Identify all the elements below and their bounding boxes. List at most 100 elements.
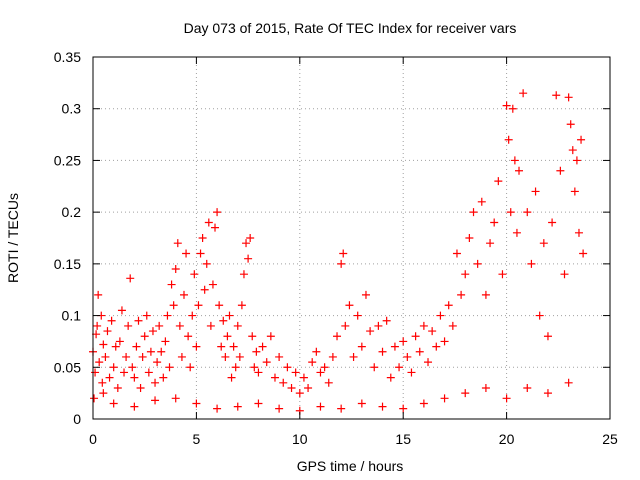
y-axis-label: ROTI / TECUs (5, 193, 21, 283)
data-point (279, 378, 288, 387)
data-point (179, 290, 188, 299)
data-point (169, 301, 178, 310)
data-point (254, 368, 263, 377)
data-point (324, 378, 333, 387)
y-tick-label: 0.35 (54, 49, 81, 65)
data-point (95, 358, 104, 367)
data-point (99, 389, 108, 398)
data-point (444, 301, 453, 310)
data-point (101, 352, 110, 361)
data-point (244, 254, 253, 263)
x-tick-label: 15 (395, 431, 411, 447)
data-point (378, 402, 387, 411)
data-point (568, 146, 577, 155)
data-point (113, 383, 122, 392)
data-point (337, 259, 346, 268)
data-point (188, 311, 197, 320)
x-tick-label: 5 (193, 431, 201, 447)
data-point (111, 342, 120, 351)
data-point (502, 394, 511, 403)
data-point (98, 378, 107, 387)
data-point (94, 290, 103, 299)
data-point (105, 373, 114, 382)
data-point (552, 91, 561, 100)
data-point (270, 373, 279, 382)
data-point (564, 93, 573, 102)
data-point (291, 368, 300, 377)
data-point (361, 290, 370, 299)
data-point (574, 228, 583, 237)
data-point (498, 270, 507, 279)
data-point (223, 332, 232, 341)
data-point (250, 363, 259, 372)
data-point (175, 321, 184, 330)
y-tick-label: 0.25 (54, 152, 81, 168)
data-point (163, 311, 172, 320)
axis-ticks: 0 5 10 15 20 25 0 0.05 0.1 0.15 0.2 0.25 0.3 0.35 (54, 49, 618, 447)
data-point (153, 358, 162, 367)
data-point (184, 332, 193, 341)
data-point (167, 280, 176, 289)
data-point (481, 383, 490, 392)
data-point (419, 321, 428, 330)
data-point (275, 404, 284, 413)
data-point (262, 358, 271, 367)
x-tick-label: 25 (602, 431, 618, 447)
data-point (556, 166, 565, 175)
chart-title: Day 073 of 2015, Rate Of TEC Index for r… (184, 20, 517, 36)
data-point (117, 306, 126, 315)
data-point (502, 101, 511, 110)
data-point (275, 352, 284, 361)
data-point (157, 347, 166, 356)
data-point (171, 265, 180, 274)
grid-lines (93, 57, 610, 419)
data-points (89, 89, 588, 415)
data-point (337, 404, 346, 413)
data-point (577, 135, 586, 144)
data-point (211, 223, 220, 232)
data-point (523, 208, 532, 217)
data-point (190, 270, 199, 279)
data-point (415, 347, 424, 356)
data-point (399, 404, 408, 413)
data-point (99, 340, 108, 349)
data-point (130, 402, 139, 411)
data-point (161, 337, 170, 346)
data-point (339, 249, 348, 258)
data-point (235, 352, 244, 361)
data-point (411, 332, 420, 341)
data-point (229, 342, 238, 351)
data-point (469, 208, 478, 217)
data-point (390, 342, 399, 351)
data-point (357, 342, 366, 351)
data-point (440, 394, 449, 403)
y-tick-label: 0.1 (62, 308, 82, 324)
data-point (461, 270, 470, 279)
data-point (151, 378, 160, 387)
data-point (219, 316, 228, 325)
data-point (204, 218, 213, 227)
data-point (186, 363, 195, 372)
data-point (395, 363, 404, 372)
data-point (103, 327, 112, 336)
data-point (378, 347, 387, 356)
data-point (93, 321, 102, 330)
data-point (109, 363, 118, 372)
data-point (461, 389, 470, 398)
data-point (171, 394, 180, 403)
x-tick-label: 0 (89, 431, 97, 447)
data-point (353, 311, 362, 320)
data-point (548, 218, 557, 227)
data-point (109, 399, 118, 408)
data-point (138, 352, 147, 361)
data-point (177, 352, 186, 361)
data-point (120, 368, 129, 377)
data-point (198, 234, 207, 242)
data-point (566, 120, 575, 129)
data-point (465, 234, 474, 242)
data-point (477, 197, 486, 206)
data-point (173, 239, 182, 248)
data-point (254, 399, 263, 408)
data-point (299, 373, 308, 382)
data-point (543, 332, 552, 341)
